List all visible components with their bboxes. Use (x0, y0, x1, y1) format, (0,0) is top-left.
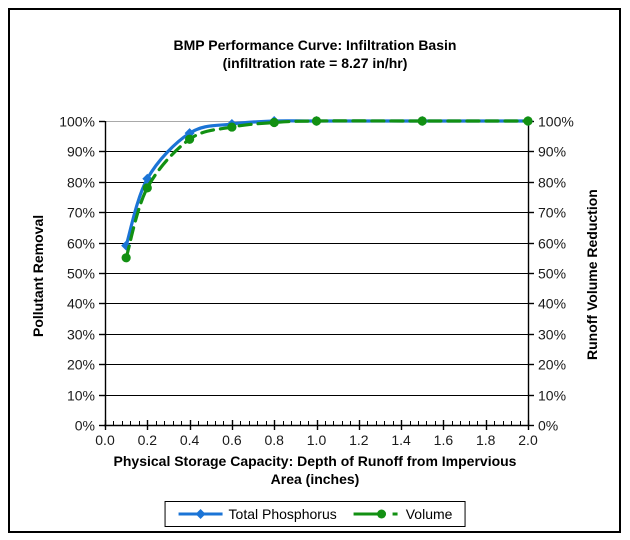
x-axis-tick-label: 1.8 (476, 432, 496, 448)
y-axis-right-tick-label: 80% (538, 174, 566, 190)
x-axis-title-line1: Physical Storage Capacity: Depth of Runo… (113, 453, 517, 469)
y-axis-left-tick-label: 90% (67, 143, 95, 159)
y-axis-right-tick-label: 40% (538, 295, 566, 311)
x-axis-tick-label: 1.0 (307, 432, 327, 448)
legend-line-total-phosphorus-icon (178, 509, 223, 519)
x-axis-tick-label: 0.4 (180, 432, 200, 448)
x-axis-title: Physical Storage Capacity: Depth of Runo… (0, 452, 630, 488)
data-point-marker-volume (142, 183, 152, 193)
x-axis-tick-label: 0.6 (222, 432, 242, 448)
x-axis-tick-label: 2.0 (518, 432, 538, 448)
legend-item-volume: Volume (353, 506, 453, 522)
x-axis-title-line2: Area (inches) (270, 471, 360, 487)
x-axis-tick-label: 1.6 (434, 432, 454, 448)
data-point-marker-volume (269, 117, 279, 128)
y-axis-left-tick-label: 60% (67, 235, 95, 251)
y-axis-right-tick-label: 100% (538, 113, 574, 129)
y-axis-title-left: Pollutant Removal (30, 214, 46, 337)
y-axis-right-tick-label: 60% (538, 235, 566, 251)
y-axis-left-tick-label: 10% (67, 387, 95, 403)
x-axis-tick-label: 1.4 (391, 432, 411, 448)
y-axis-left-tick-label: 20% (67, 356, 95, 372)
legend-item-total-phosphorus: Total Phosphorus (178, 506, 337, 522)
y-axis-right-tick-label: 20% (538, 356, 566, 372)
y-axis-right-tick-label: 70% (538, 204, 566, 220)
x-axis-tick-label: 0.0 (95, 432, 115, 448)
y-axis-left-tick-label: 0% (75, 417, 95, 433)
chart-outer-border (8, 8, 621, 533)
legend: Total Phosphorus Volume (164, 501, 466, 527)
y-axis-right-tick-label: 50% (538, 265, 566, 281)
x-axis-tick-label: 0.2 (138, 432, 158, 448)
data-point-marker-volume (227, 122, 237, 132)
y-axis-right-tick-label: 90% (538, 143, 566, 159)
legend-line-volume-icon (353, 509, 398, 519)
y-axis-left-tick-label: 40% (67, 295, 95, 311)
y-axis-right-tick-label: 10% (538, 387, 566, 403)
data-point-marker-volume (523, 116, 533, 126)
y-axis-left-tick-label: 80% (67, 174, 95, 190)
data-point-marker-volume (121, 253, 131, 263)
legend-label-total-phosphorus: Total Phosphorus (228, 506, 337, 522)
data-point-marker-volume (185, 134, 195, 144)
y-axis-title-right: Runoff Volume Reduction (584, 189, 600, 360)
y-axis-right-tick-label: 0% (538, 417, 558, 433)
data-point-marker-volume (311, 116, 322, 126)
data-point-marker-volume (417, 116, 427, 126)
y-axis-left-tick-label: 70% (67, 204, 95, 220)
y-axis-left-tick-label: 50% (67, 265, 95, 281)
x-axis-tick-label: 0.8 (264, 432, 284, 448)
y-axis-left-tick-label: 30% (67, 326, 95, 342)
chart-title: BMP Performance Curve: Infiltration Basi… (0, 36, 630, 72)
y-axis-right-tick-label: 30% (538, 326, 566, 342)
chart-title-line2: (infiltration rate = 8.27 in/hr) (222, 55, 408, 71)
y-axis-left-tick-label: 100% (59, 113, 95, 129)
legend-label-volume: Volume (405, 506, 453, 522)
chart-title-line1: BMP Performance Curve: Infiltration Basi… (173, 37, 457, 53)
x-axis-tick-label: 1.2 (349, 432, 369, 448)
